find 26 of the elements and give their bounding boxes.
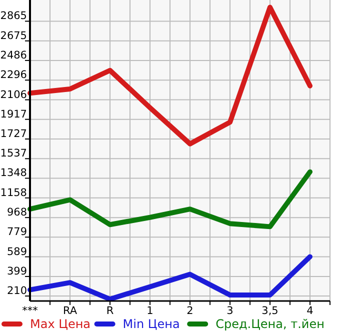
x-tick-label: 3	[226, 305, 234, 317]
x-tick-label: RA	[62, 305, 78, 317]
y-tick-label: 2486	[0, 49, 28, 62]
y-tick-label: 779	[6, 226, 27, 238]
y-tick-label: 1348	[0, 167, 27, 180]
y-tick-label: 399	[6, 265, 27, 278]
legend-label: Max Цена	[30, 317, 91, 331]
x-tick-label: ***	[22, 305, 38, 317]
x-tick-label: R	[106, 305, 114, 317]
y-tick-label: 1917	[0, 108, 27, 120]
legend-label: Сред.Цена, т.йен	[216, 317, 324, 331]
y-tick-label: 2106	[0, 88, 28, 101]
x-tick-label: 4	[306, 305, 314, 317]
y-tick-label: 2675	[0, 30, 27, 42]
legend-label: Min Цена	[122, 317, 180, 331]
y-tick-label: 2296	[0, 69, 28, 82]
y-tick-label: 589	[6, 246, 27, 258]
y-tick-label: 1727	[0, 128, 27, 140]
y-tick-label: 968	[6, 206, 27, 219]
y-tick-label: 210	[6, 285, 27, 298]
x-tick-label: 3,5	[262, 305, 278, 317]
x-tick-label: 2	[186, 305, 194, 317]
y-tick-label: 2865	[0, 10, 27, 22]
y-tick-label: 1158	[0, 186, 27, 199]
x-tick-label: 1	[146, 305, 154, 317]
y-tick-label: 1537	[0, 148, 27, 160]
